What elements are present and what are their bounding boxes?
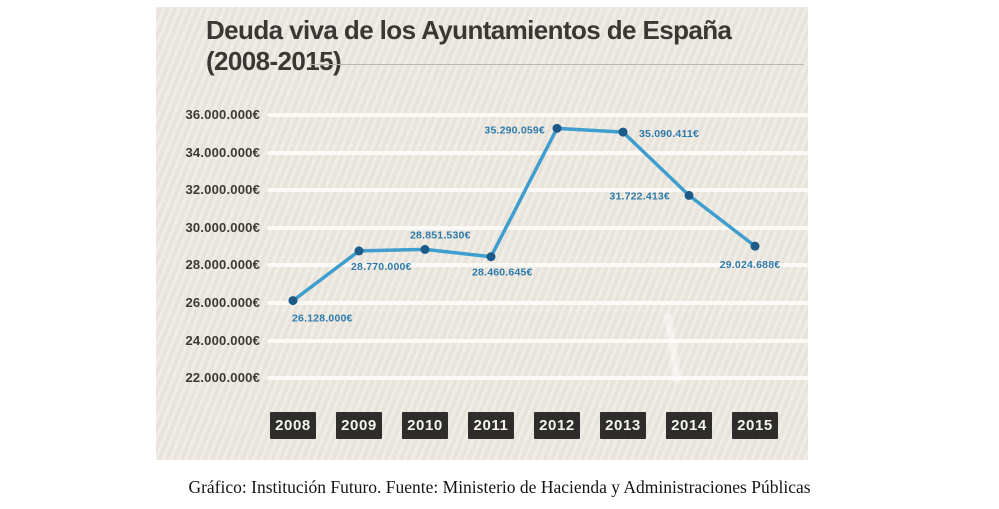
x-axis-year-label: 2010	[402, 412, 448, 439]
y-axis-label: 26.000.000€	[185, 295, 260, 310]
y-axis-label: 36.000.000€	[185, 107, 260, 122]
gridline	[267, 376, 808, 381]
gridline	[267, 113, 808, 117]
source-caption: Gráfico: Institución Futuro. Fuente: Min…	[188, 477, 811, 497]
data-point	[486, 252, 496, 262]
gridline	[267, 150, 808, 155]
data-point	[288, 296, 298, 306]
data-point-label: 28.770.000€	[351, 261, 412, 273]
data-point	[684, 190, 694, 200]
gridline	[267, 338, 808, 343]
x-axis-year-label: 2014	[666, 412, 712, 439]
chart-title-line1: Deuda viva de los Ayuntamientos de Españ…	[206, 15, 732, 45]
chart-title: Deuda viva de los Ayuntamientos de Españ…	[206, 15, 732, 77]
line-plot: 26.128.000€ 28.770.000€ 28.851.530€ 28.460.…	[288, 123, 781, 325]
x-axis-year-label: 2009	[336, 412, 382, 439]
gridline	[267, 301, 808, 305]
x-axis-year-label: 2008	[270, 412, 316, 439]
data-point-label: 31.722.413€	[609, 190, 670, 202]
chart-panel: Deuda viva de los Ayuntamientos de Españ…	[156, 7, 808, 460]
data-point	[420, 244, 430, 254]
data-point-label: 35.090.411€	[639, 128, 699, 140]
y-axis-label: 22.000.000€	[185, 370, 260, 386]
data-point	[618, 127, 628, 137]
data-point	[552, 123, 562, 133]
data-point-label: 28.851.530€	[410, 229, 471, 241]
gridline	[267, 225, 808, 230]
gridline	[267, 263, 808, 268]
x-axis-year-label: 2015	[732, 412, 778, 439]
title-underline	[310, 64, 804, 65]
chart-title-line2: (2008-2015)	[206, 46, 342, 76]
data-point	[354, 246, 364, 256]
x-axis-year-label: 2013	[600, 412, 646, 439]
trend-line	[291, 126, 757, 303]
y-axis-label: 24.000.000€	[185, 332, 260, 348]
y-axis-label: 30.000.000€	[185, 219, 260, 235]
data-point	[750, 241, 760, 251]
data-point-label: 28.460.645€	[472, 267, 533, 279]
data-point-label: 35.290.059€	[484, 124, 545, 136]
data-point-label: 29.024.688€	[720, 259, 781, 271]
gridline	[267, 188, 808, 193]
data-point-label: 26.128.000€	[292, 313, 353, 325]
y-axis-label: 34.000.000€	[185, 144, 260, 160]
x-axis-year-label: 2012	[534, 412, 580, 439]
y-axis-label: 32.000.000€	[185, 182, 260, 198]
x-axis-year-label: 2011	[468, 412, 514, 439]
y-axis-label: 28.000.000€	[185, 257, 260, 273]
